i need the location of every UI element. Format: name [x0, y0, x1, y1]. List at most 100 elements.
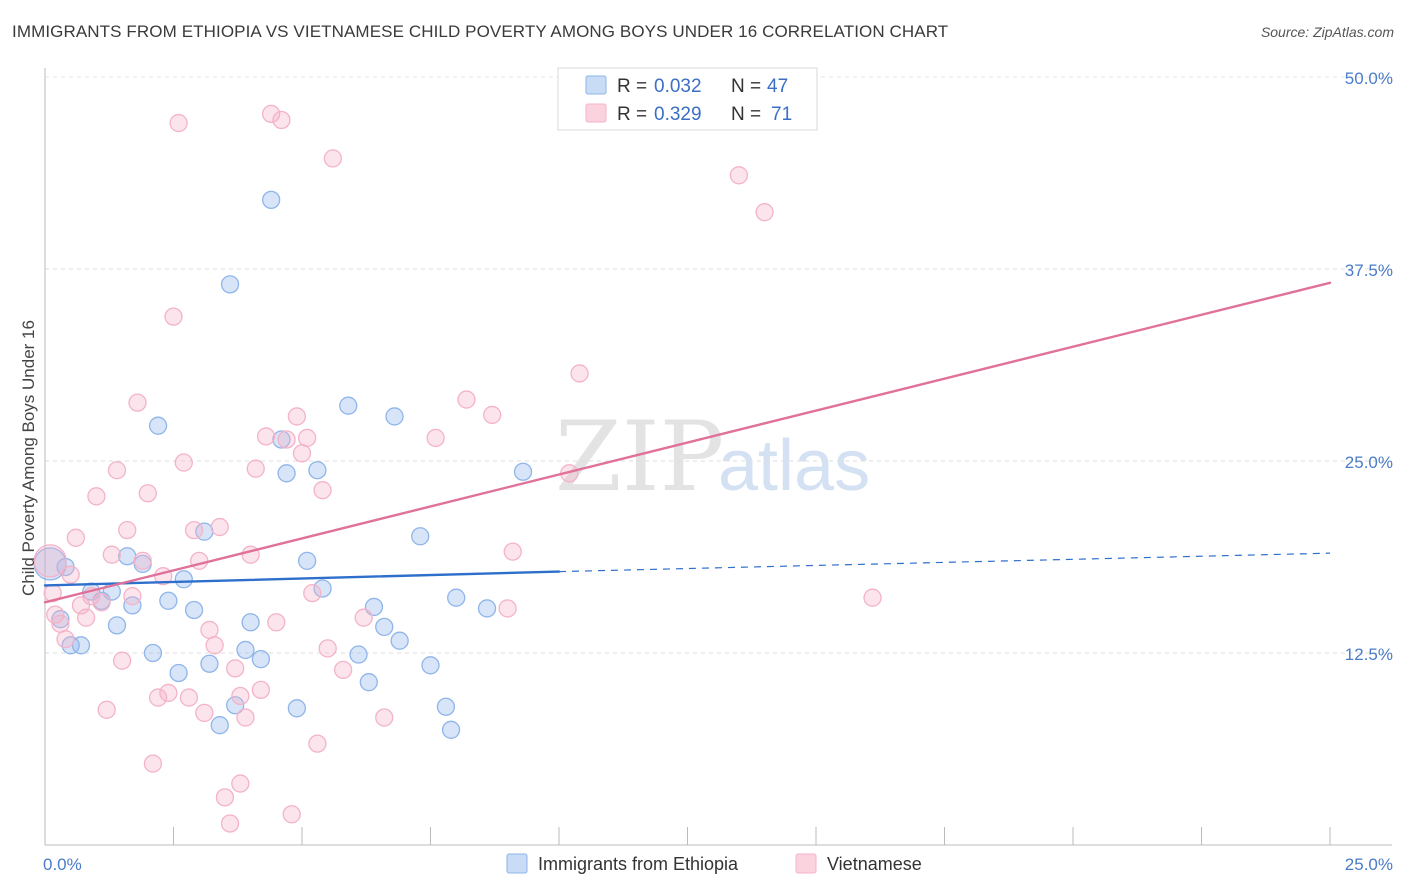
- point-ethiopia: [477, 599, 497, 618]
- point-vietnamese: [313, 481, 332, 500]
- point-ethiopia: [359, 673, 378, 692]
- point-ethiopia: [159, 591, 178, 610]
- legend-n-value-ethiopia: 47: [767, 76, 788, 97]
- y-axis-label: Child Poverty Among Boys Under 16: [19, 320, 38, 596]
- point-vietnamese: [256, 427, 276, 446]
- point-ethiopia: [287, 699, 307, 718]
- point-vietnamese: [143, 754, 163, 773]
- x-tick-label: 0.0%: [43, 855, 82, 874]
- point-ethiopia: [220, 275, 240, 294]
- series-legend-swatch-vietnamese: [795, 853, 817, 874]
- point-vietnamese: [231, 774, 250, 793]
- point-vietnamese: [118, 520, 137, 540]
- watermark-zip: ZIP: [555, 401, 724, 513]
- tick-labels: 12.5% 25.0% 37.5% 50.0% 0.0% 25.0%: [43, 69, 1393, 874]
- trend-line-ethiopia: [43, 570, 561, 587]
- point-ethiopia: [277, 464, 296, 483]
- point-vietnamese: [426, 428, 445, 448]
- point-vietnamese: [33, 544, 67, 578]
- point-vietnamese: [863, 588, 882, 607]
- point-vietnamese: [159, 683, 178, 703]
- legend-n-label-vietnamese: N =: [731, 104, 761, 125]
- point-ethiopia: [200, 654, 219, 673]
- series-legend-swatch-ethiopia: [506, 853, 528, 874]
- point-ethiopia: [513, 462, 533, 481]
- point-ethiopia: [262, 190, 281, 210]
- point-vietnamese: [133, 551, 152, 570]
- legend-n-value-vietnamese: 71: [771, 104, 792, 125]
- point-vietnamese: [287, 407, 307, 426]
- point-ethiopia: [118, 547, 137, 566]
- point-vietnamese: [76, 608, 96, 627]
- point-ethiopia: [241, 613, 260, 632]
- point-vietnamese: [498, 599, 517, 618]
- y-tick-label: 50.0%: [1345, 69, 1393, 88]
- point-vietnamese: [354, 608, 373, 627]
- point-vietnamese: [174, 453, 193, 472]
- point-vietnamese: [138, 484, 157, 503]
- point-vietnamese: [184, 520, 204, 540]
- stats-legend: R = 0.032 N = 47 R = 0.329 N = 71: [557, 67, 818, 131]
- point-ethiopia: [71, 636, 91, 655]
- series-legend-label-vietnamese: Vietnamese: [827, 854, 922, 874]
- point-ethiopia: [251, 649, 271, 669]
- point-ethiopia: [375, 617, 394, 637]
- legend-swatch-ethiopia: [585, 75, 607, 95]
- point-vietnamese: [457, 390, 476, 409]
- point-ethiopia: [421, 656, 440, 675]
- point-vietnamese: [231, 686, 250, 706]
- point-vietnamese: [226, 659, 245, 678]
- legend-r-label-ethiopia: R =: [617, 76, 647, 97]
- point-vietnamese: [92, 593, 111, 612]
- y-tick-label: 37.5%: [1345, 261, 1393, 280]
- point-ethiopia: [390, 631, 409, 650]
- point-vietnamese: [297, 428, 317, 448]
- y-tick-label: 12.5%: [1345, 645, 1393, 664]
- legend-swatch-vietnamese: [585, 103, 607, 123]
- point-vietnamese: [308, 734, 327, 753]
- point-vietnamese: [755, 203, 774, 222]
- point-ethiopia: [339, 396, 358, 415]
- point-vietnamese: [210, 517, 229, 537]
- point-vietnamese: [215, 788, 235, 807]
- point-vietnamese: [56, 630, 75, 649]
- point-vietnamese: [267, 613, 286, 632]
- point-vietnamese: [148, 688, 168, 707]
- watermark-atlas: atlas: [718, 426, 870, 506]
- point-ethiopia: [441, 720, 461, 739]
- point-vietnamese: [61, 565, 80, 584]
- point-vietnamese: [262, 104, 281, 124]
- y-tick-label: 25.0%: [1345, 453, 1393, 472]
- source-credit: Source: ZipAtlas.com: [1260, 24, 1394, 40]
- legend-r-value-vietnamese: 0.329: [654, 104, 702, 125]
- point-ethiopia: [349, 645, 368, 664]
- point-ethiopia: [210, 716, 229, 735]
- point-ethiopia: [411, 527, 430, 546]
- point-vietnamese: [292, 444, 312, 463]
- point-vietnamese: [236, 708, 255, 727]
- point-ethiopia: [123, 596, 142, 615]
- legend-r-value-ethiopia: 0.032: [654, 76, 702, 97]
- series-legend: Immigrants from Ethiopia Vietnamese: [506, 853, 922, 874]
- series-legend-label-ethiopia: Immigrants from Ethiopia: [538, 854, 739, 874]
- point-vietnamese: [251, 680, 271, 700]
- point-vietnamese: [220, 814, 240, 833]
- point-vietnamese: [333, 660, 353, 680]
- point-ethiopia: [169, 663, 188, 683]
- point-ethiopia: [226, 696, 245, 715]
- point-vietnamese: [323, 149, 342, 168]
- point-vietnamese: [503, 542, 522, 561]
- data-points: [33, 104, 882, 833]
- legend-n-label-ethiopia: N =: [731, 76, 761, 97]
- point-vietnamese: [164, 307, 183, 326]
- trend-lines: [43, 281, 1332, 604]
- point-vietnamese: [46, 605, 65, 624]
- point-vietnamese: [107, 461, 127, 480]
- point-ethiopia: [447, 588, 466, 607]
- point-ethiopia: [143, 643, 163, 663]
- point-ethiopia: [308, 461, 327, 480]
- point-vietnamese: [729, 166, 749, 185]
- point-vietnamese: [375, 708, 394, 727]
- point-vietnamese: [190, 551, 209, 570]
- point-vietnamese: [102, 545, 121, 564]
